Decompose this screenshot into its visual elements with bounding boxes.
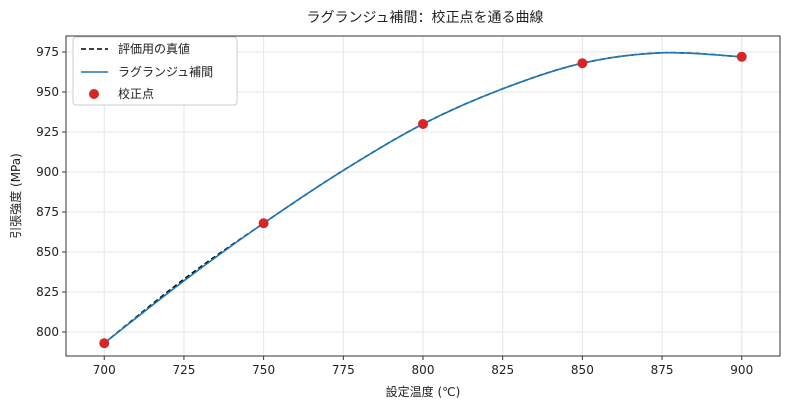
y-tick-label: 875 xyxy=(36,205,59,219)
legend-label-true-values: 評価用の真値 xyxy=(118,41,190,56)
points-layer xyxy=(99,51,747,349)
x-tick-label: 900 xyxy=(730,363,753,377)
calibration-point xyxy=(577,58,588,69)
legend-label-calibration-points: 校正点 xyxy=(118,86,154,101)
x-tick-label: 750 xyxy=(252,363,275,377)
y-axis-ticks: 800 825 850 875 900 925 950 975 xyxy=(36,45,66,339)
y-tick-label: 825 xyxy=(36,285,59,299)
chart-title: ラグランジュ補間：校正点を通る曲線 xyxy=(306,9,543,26)
x-tick-label: 850 xyxy=(571,363,594,377)
x-tick-label: 700 xyxy=(93,363,116,377)
calibration-point xyxy=(258,218,269,229)
x-axis-ticks: 700 725 750 775 800 825 850 875 900 xyxy=(93,356,753,377)
calibration-point xyxy=(736,51,747,62)
x-axis-title: 設定温度 (℃) xyxy=(386,384,461,399)
x-tick-label: 825 xyxy=(491,363,514,377)
y-tick-label: 800 xyxy=(36,325,59,339)
legend-label-lagrange: ラグランジュ補間 xyxy=(118,65,213,79)
y-tick-label: 850 xyxy=(36,245,59,259)
x-tick-label: 800 xyxy=(412,363,435,377)
x-tick-label: 875 xyxy=(651,363,674,377)
y-tick-label: 950 xyxy=(36,85,59,99)
y-tick-label: 975 xyxy=(36,45,59,59)
x-tick-label: 725 xyxy=(172,363,195,377)
calibration-point xyxy=(99,338,110,349)
y-axis-title: 引張強度 (MPa) xyxy=(8,153,23,239)
calibration-point xyxy=(418,119,428,129)
y-tick-label: 900 xyxy=(36,165,59,179)
x-tick-label: 775 xyxy=(332,363,355,377)
legend-box xyxy=(72,36,238,106)
legend: 評価用の真値 ラグランジュ補間 校正点 xyxy=(72,36,238,106)
legend-swatch-calibration-points xyxy=(89,89,99,99)
y-tick-label: 925 xyxy=(36,125,59,139)
